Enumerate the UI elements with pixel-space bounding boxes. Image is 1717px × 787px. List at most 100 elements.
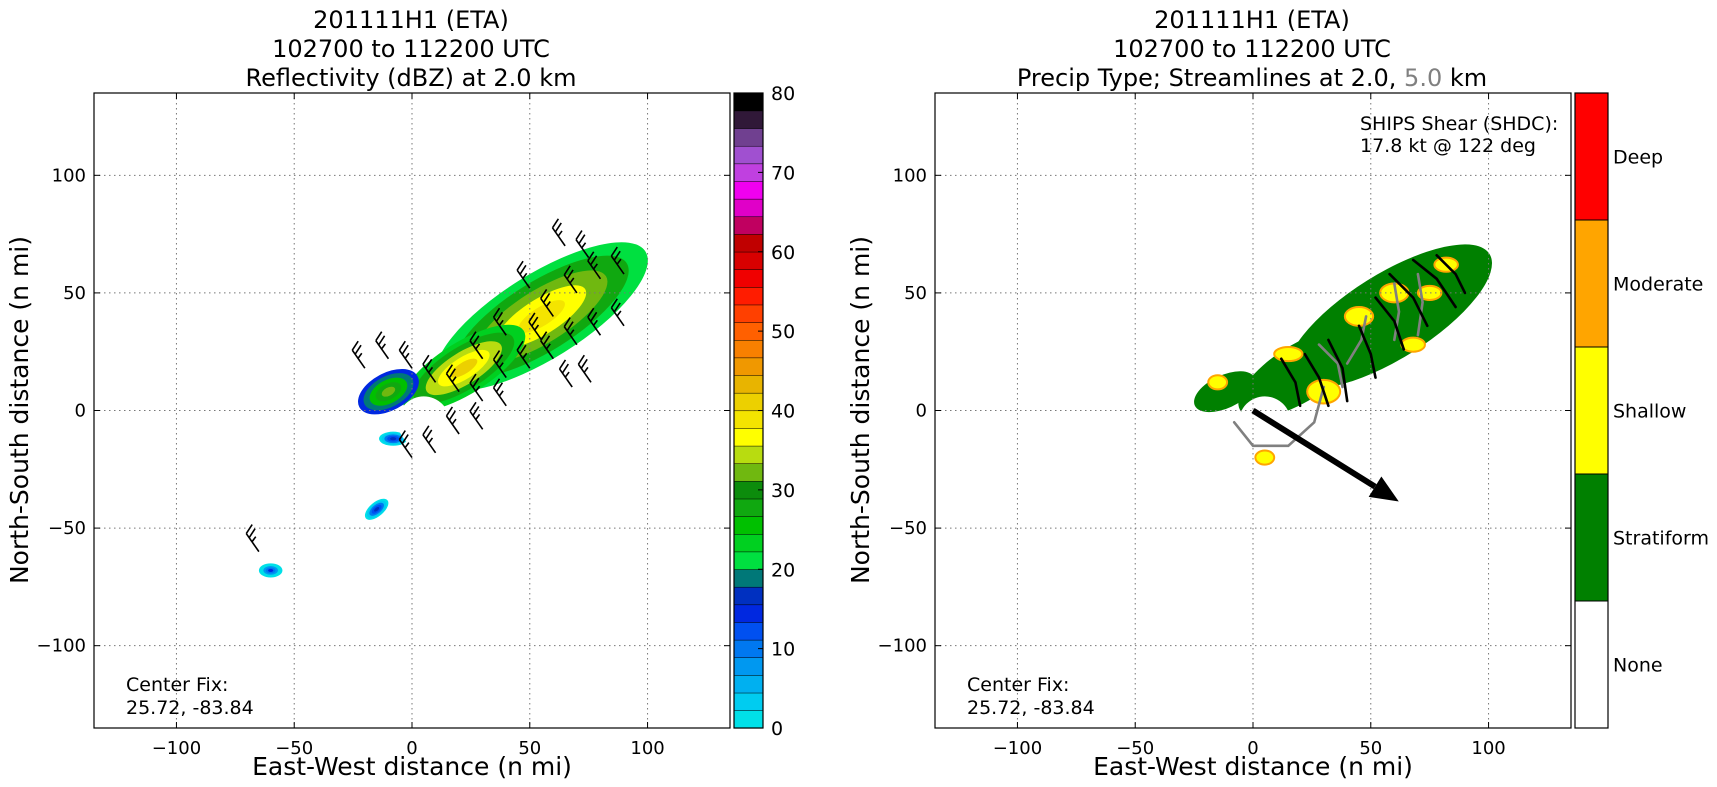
streamline-5km (1416, 272, 1424, 337)
reflectivity-echo-layer (258, 242, 648, 578)
precip-title-part-1: Precip Type; Streamlines at 2.0, (1017, 64, 1404, 92)
colorbar-segment (733, 374, 764, 394)
echo-region (390, 437, 397, 441)
colorbar-segment (733, 674, 764, 694)
colorbar-segment (733, 92, 764, 112)
streamlines (1232, 254, 1467, 448)
wind-barb-flag (531, 316, 539, 327)
wind-barb (528, 312, 543, 341)
wind-barb-flag (445, 364, 454, 375)
wind-barb-flag (522, 272, 528, 279)
echo-region (450, 358, 478, 378)
streamline-2km (1374, 296, 1406, 351)
precip-category-swatch-deep (1574, 92, 1609, 221)
precip-axis-ticks: −100 −50 0 50 100 −100 −50 0 50 100 (878, 93, 1571, 759)
wind-barb (245, 524, 260, 553)
colorbar-segment (733, 304, 764, 323)
wind-barb-flag (613, 250, 621, 261)
wind-barb-flag (498, 319, 504, 326)
wind-barb-flag (580, 358, 588, 369)
wind-barb-staff (540, 297, 554, 317)
shear-label: SHIPS Shear (SHDC): (1360, 113, 1558, 135)
wind-barb-flag (472, 335, 480, 346)
wind-barb-staff (575, 239, 590, 259)
reflectivity-y-axis-label: North-South distance (n mi) (5, 236, 34, 584)
precip-y-tick-label: −100 (878, 636, 927, 657)
wind-barb-flag (569, 277, 575, 284)
reflectivity-center-fix-label: Center Fix: (126, 674, 228, 696)
wind-barb-flag (378, 335, 386, 346)
wind-barb-flag (495, 382, 504, 393)
wind-barb-flag (566, 321, 574, 332)
wind-barb-flag (564, 371, 570, 378)
wind-barb-flag (519, 264, 527, 275)
wind-barb-flag (451, 376, 457, 383)
precip-region-shallow (1343, 306, 1375, 327)
wind-barb-flag (475, 343, 481, 350)
precip-title-line-2: 102700 to 112200 UTC (1113, 35, 1391, 63)
wind-barb-staff (469, 340, 484, 360)
precip-type-colorbar: None Stratiform Shallow Moderate Deep (1574, 92, 1709, 729)
wind-barb (587, 307, 602, 336)
wind-barb-flag (557, 230, 563, 237)
wind-barb (422, 354, 437, 383)
precip-category-label-shallow: Shallow (1613, 401, 1686, 423)
colorbar-segment (733, 586, 764, 606)
wind-barb-staff (577, 363, 592, 383)
colorbar-tick-label: 30 (771, 480, 795, 502)
colorbar-segment (733, 427, 764, 447)
wind-barb-staff (245, 533, 260, 553)
streamline-2km (1357, 324, 1377, 379)
wind-barb-flag (516, 260, 524, 271)
colorbar-segment (733, 286, 764, 306)
wind-barb (469, 331, 484, 360)
wind-barb-flag (616, 310, 622, 317)
colorbar-segment (733, 357, 764, 376)
wind-barb-flag (357, 352, 363, 359)
wind-barb-staff (551, 227, 566, 247)
wind-barb-flag (590, 311, 598, 322)
colorbar-segment (733, 533, 764, 553)
streamline-2km (1303, 352, 1330, 408)
wind-barb-staff (422, 363, 437, 383)
wind-barb-flag (542, 293, 551, 303)
wind-barb-staff (422, 434, 437, 454)
colorbar-segment (733, 604, 764, 623)
reflectivity-center-fix-value: 25.72, -83.84 (126, 697, 254, 719)
precip-x-tick-label: 50 (1359, 738, 1382, 759)
wind-barb-flag (554, 222, 562, 233)
precip-region-shallow (1273, 346, 1304, 363)
precip-title-part-3: km (1442, 64, 1487, 92)
wind-barb-flag (398, 430, 406, 440)
wind-barb-flag (398, 340, 406, 351)
wind-barb-flag (545, 301, 551, 308)
wind-barb-flag (425, 429, 433, 440)
wind-barb-flag (248, 528, 256, 539)
streamline-2km (1388, 272, 1429, 328)
wind-barb-flag (587, 251, 595, 262)
precip-region-shallow (1254, 449, 1276, 466)
reflectivity-colorbar-ticks: 0 10 20 30 40 50 60 70 80 (758, 83, 795, 740)
wind-barb-flag (578, 234, 586, 245)
colorbar-segment (733, 551, 764, 570)
colorbar-segment (733, 516, 764, 535)
colorbar-tick-label: 50 (771, 321, 795, 343)
wind-barb-staff (398, 349, 413, 369)
wind-barb-flag (495, 354, 504, 365)
reflectivity-y-tick-label: 0 (75, 401, 86, 422)
wind-barb (575, 230, 590, 259)
precip-category-label-none: None (1613, 655, 1663, 677)
wind-barb-staff (610, 307, 625, 327)
wind-barb-flag (492, 307, 501, 318)
wind-barb-flag (472, 377, 480, 388)
wind-barb-flag (404, 352, 410, 359)
wind-barb-staff (587, 316, 602, 336)
precip-title-part-2: 5.0 (1404, 64, 1442, 92)
wind-barb-flag (498, 362, 504, 369)
reflectivity-x-tick-label: 0 (406, 738, 417, 759)
reflectivity-axis-ticks: −100 −50 0 50 100 −100 −50 0 50 100 (37, 93, 730, 759)
colorbar-tick-label: 70 (771, 162, 795, 184)
wind-barb-staff (558, 368, 573, 388)
precip-category-label-moderate: Moderate (1613, 274, 1703, 296)
reflectivity-panel: 201111H1 (ETA) 102700 to 112200 UTC Refl… (5, 6, 795, 781)
